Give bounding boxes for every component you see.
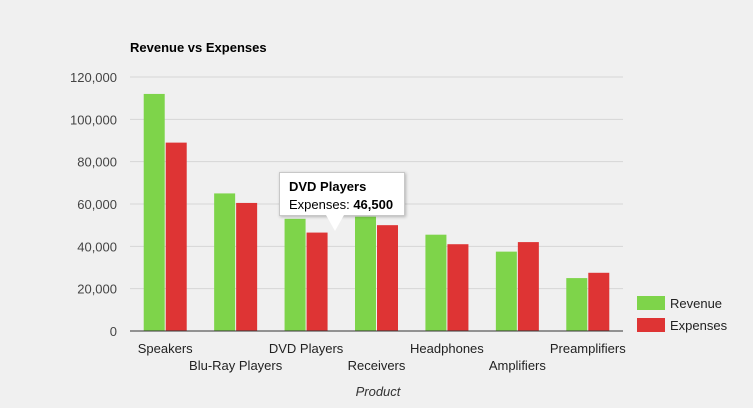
bar-expenses[interactable] [588,272,610,331]
tooltip: DVD Players Expenses: 46,500 [279,172,405,216]
tooltip-row: Expenses: 46,500 [289,197,395,212]
x-category-label: Preamplifiers [550,341,626,356]
x-axis-label: Product [356,384,402,399]
bar-revenue[interactable] [355,216,376,331]
chart-title: Revenue vs Expenses [130,40,267,55]
bar-expenses[interactable] [447,244,469,331]
tooltip-series-label: Expenses: [289,197,350,212]
x-axis-categories: Speakers Blu-Ray Players DVD Players Receiv… [138,341,626,373]
x-category-label: DVD Players [269,341,344,356]
bar-revenue[interactable] [566,278,588,331]
bar-revenue[interactable] [143,93,165,331]
bar-revenue[interactable] [214,193,236,331]
y-tick-label: 60,000 [77,197,117,212]
legend-label: Expenses [670,318,728,333]
bar-expenses[interactable] [377,225,398,331]
y-tick-label: 100,000 [70,112,117,127]
y-tick-label: 0 [110,324,117,339]
bar-expenses[interactable] [165,142,187,331]
legend-label: Revenue [670,296,722,311]
legend-swatch [637,296,665,310]
legend-swatch [637,318,665,332]
y-tick-label: 20,000 [77,282,117,297]
x-category-label: Headphones [410,341,484,356]
bar-expenses[interactable] [517,242,539,331]
bar-expenses[interactable] [306,232,328,331]
y-axis-ticks: 0 20,000 40,000 60,000 80,000 100,000 120,000 [70,70,117,339]
bar-revenue[interactable] [425,234,447,331]
x-category-label: Blu-Ray Players [189,358,283,373]
tooltip-title: DVD Players [289,179,367,194]
x-category-label: Receivers [348,358,406,373]
legend: Revenue Expenses [637,296,728,333]
tooltip-value: 46,500 [353,197,394,212]
x-category-label: Speakers [138,341,193,356]
bar-revenue[interactable] [495,251,517,331]
tooltip-pointer [326,215,344,231]
y-tick-label: 40,000 [77,239,117,254]
bar-revenue[interactable] [284,218,306,331]
bar-expenses[interactable] [236,202,258,331]
y-tick-label: 120,000 [70,70,117,85]
bars [143,93,610,331]
y-tick-label: 80,000 [77,155,117,170]
x-category-label: Amplifiers [489,358,547,373]
